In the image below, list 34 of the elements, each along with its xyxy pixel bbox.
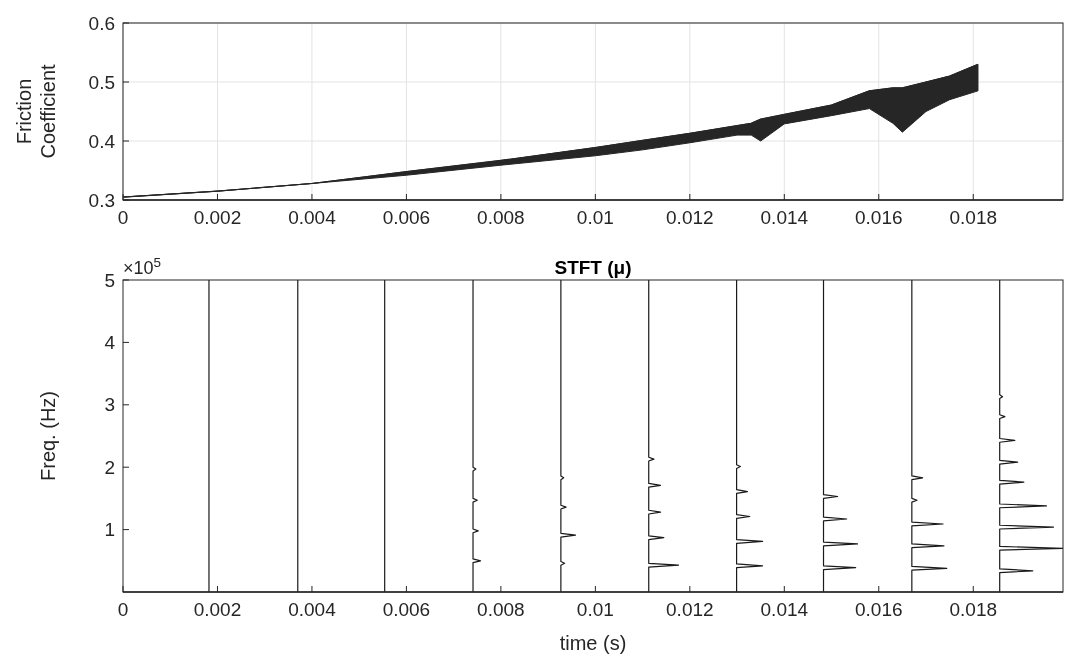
- x-tick-label: 0.008: [477, 207, 525, 228]
- x-tick-label: 0.006: [382, 599, 431, 620]
- y-tick-label: 0.3: [88, 189, 115, 211]
- chart-title: STFT (μ): [554, 257, 632, 278]
- x-tick-label: 0.004: [288, 207, 337, 228]
- y-tick-label: 1: [104, 519, 115, 541]
- y-tick-label: 0.5: [88, 71, 115, 93]
- x-tick-label: 0.016: [855, 599, 903, 620]
- x-tick-label: 0.018: [949, 207, 998, 228]
- y-axis-title: Freq. (Hz): [37, 391, 59, 481]
- y-tick-label: 3: [104, 394, 115, 416]
- x-tick-label: 0.006: [382, 207, 431, 228]
- y-tick-label: 2: [104, 456, 115, 478]
- x-tick-label: 0.012: [666, 599, 714, 620]
- x-tick-label: 0.016: [855, 207, 903, 228]
- x-tick-label: 0.018: [949, 599, 998, 620]
- x-axis-title: time (s): [559, 632, 627, 654]
- y-tick-label: 0.4: [88, 130, 116, 152]
- x-tick-label: 0.01: [576, 207, 614, 228]
- y-axis-title: Friction Coefficient: [13, 64, 59, 159]
- x-tick-label: 0.004: [288, 599, 337, 620]
- x-tick-label: 0.002: [193, 599, 242, 620]
- y-tick-label: 5: [104, 269, 115, 291]
- x-tick-label: 0.002: [193, 207, 242, 228]
- y-tick-label: 0.6: [88, 12, 115, 34]
- x-tick-label: 0.008: [477, 599, 525, 620]
- x-tick-label: 0: [117, 207, 129, 228]
- x-tick-label: 0.012: [666, 207, 714, 228]
- x-tick-label: 0.01: [576, 599, 614, 620]
- text: ×10$^{5}$: [123, 254, 162, 278]
- x-tick-label: 0: [117, 599, 129, 620]
- x-tick-label: 0.014: [760, 599, 809, 620]
- x-tick-label: 0.014: [760, 207, 809, 228]
- y-tick-label: 4: [104, 332, 116, 354]
